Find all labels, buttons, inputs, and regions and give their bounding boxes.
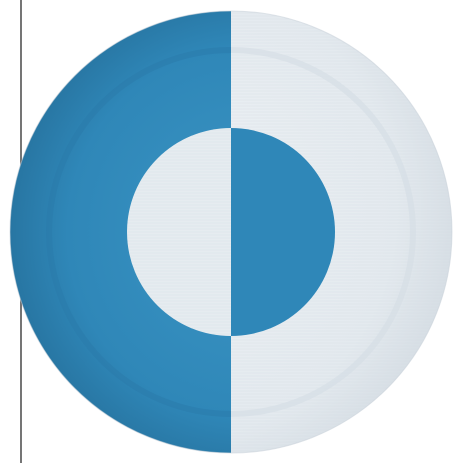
- plate-left-half: [10, 11, 231, 453]
- inner-circle-left-half: [127, 128, 231, 336]
- plate-rim-outline: [9, 10, 453, 454]
- inner-circle-right-half: [231, 128, 335, 336]
- plate-right-half: [231, 11, 452, 453]
